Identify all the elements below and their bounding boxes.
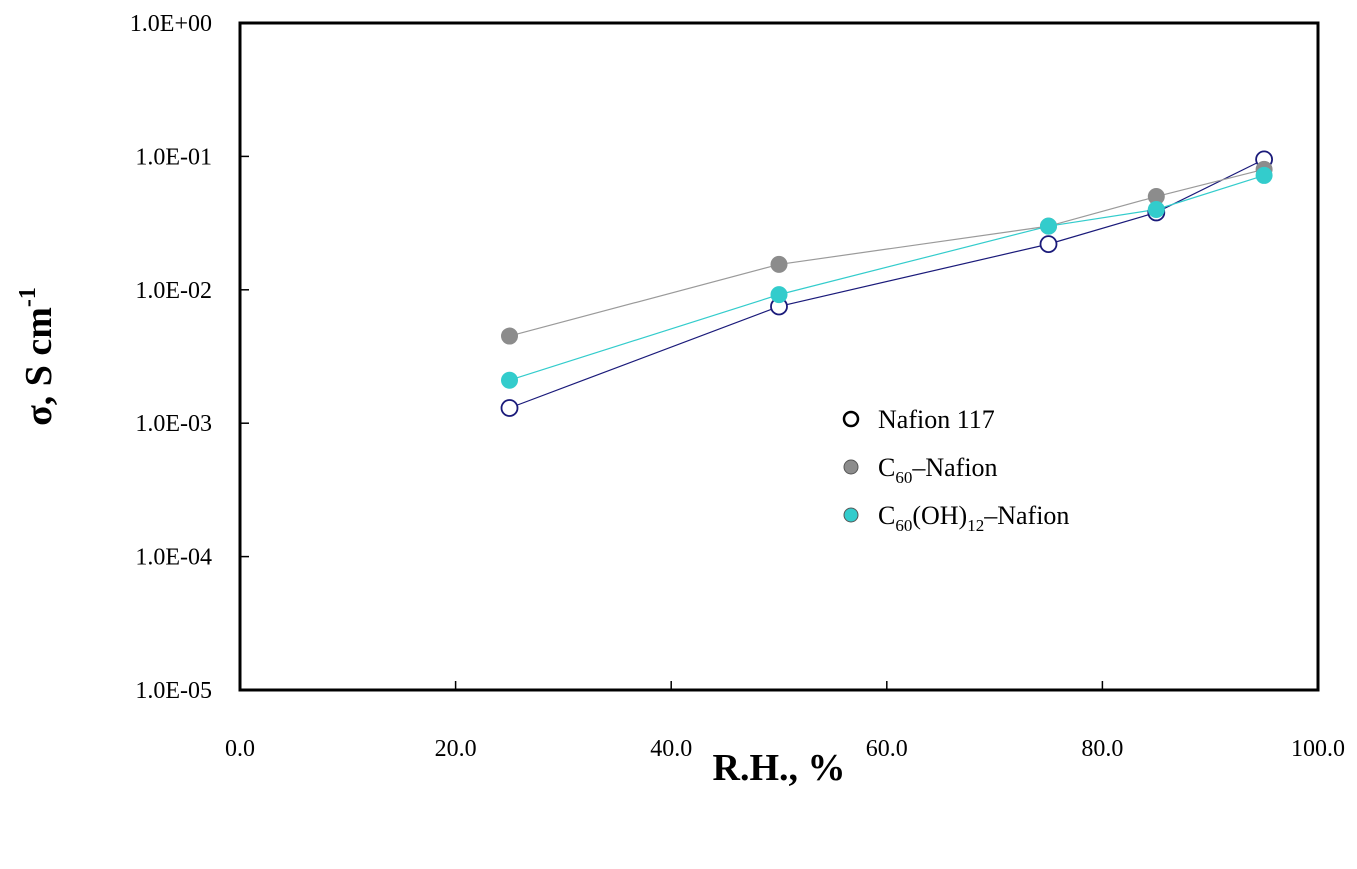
legend-label-nafion: Nafion 117	[878, 405, 995, 434]
legend-label-c60oh: C60(OH)12–Nafion	[878, 501, 1069, 535]
legend-marker-c60	[843, 459, 859, 475]
x-axis-title: R.H., %	[713, 747, 846, 789]
x-tick-label: 40.0	[650, 736, 692, 762]
x-axis-ticks: 0.0 20.0 40.0 60.0 80.0 100.0	[225, 681, 1345, 762]
legend-label-part: 12	[967, 516, 984, 535]
legend-label-part: –Nafion	[983, 501, 1069, 530]
x-tick-label: 60.0	[866, 736, 908, 762]
legend-label-part: –Nafion	[911, 453, 997, 482]
data-point-c60oh	[1255, 166, 1273, 184]
y-axis-ticks: 1.0E+00 1.0E-01 1.0E-02 1.0E-03 1.0E-04 1.0E-…	[130, 11, 249, 704]
y-tick-label: 1.0E-01	[135, 144, 212, 170]
legend-label-c60: C60–Nafion	[878, 453, 998, 487]
data-point-c60	[501, 327, 518, 345]
legend-label-part: 60	[895, 516, 912, 535]
legend-label-text: C	[878, 453, 895, 482]
legend-label-part: (OH)	[912, 501, 967, 530]
x-tick-label: 80.0	[1081, 736, 1123, 762]
series-layer	[500, 150, 1273, 417]
data-point-c60oh	[501, 371, 518, 389]
y-tick-label: 1.0E-02	[135, 278, 212, 304]
x-tick-label: 0.0	[225, 736, 255, 762]
legend-label-part: 60	[895, 468, 912, 487]
data-point-nafion	[500, 399, 519, 417]
y-tick-label: 1.0E-04	[135, 545, 212, 571]
y-tick-label: 1.0E-05	[135, 678, 212, 704]
x-tick-label: 100.0	[1291, 736, 1345, 762]
data-point-c60oh	[1040, 217, 1057, 235]
y-axis-title: σ, S cm-1	[15, 287, 60, 426]
y-tick-label: 1.0E-03	[135, 411, 212, 437]
data-point-c60	[770, 255, 788, 273]
data-point-nafion	[1039, 235, 1058, 254]
y-axis-title-main: σ, S cm	[18, 307, 60, 426]
data-point-c60oh	[770, 286, 788, 304]
legend-label-text: C	[878, 501, 895, 530]
legend-marker-c60oh	[843, 507, 859, 523]
y-tick-label: 1.0E+00	[130, 11, 212, 37]
data-point-c60oh	[1147, 200, 1165, 218]
plot-frame	[238, 21, 1320, 692]
legend-marker-nafion	[842, 410, 860, 428]
y-axis-title-sup: -1	[15, 287, 41, 307]
x-tick-label: 20.0	[435, 736, 477, 762]
legend-label-text: Nafion 117	[878, 405, 995, 434]
